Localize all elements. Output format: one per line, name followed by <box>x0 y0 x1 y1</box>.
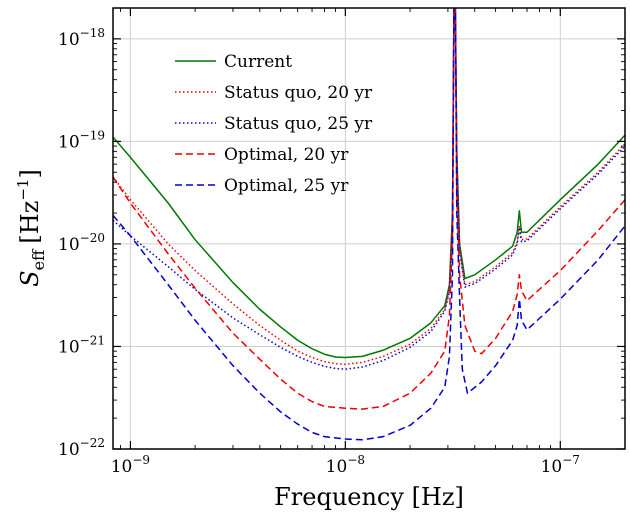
series-group <box>113 8 625 441</box>
series-line-5 <box>113 8 625 441</box>
x-tick-label: 10−7 <box>541 453 580 477</box>
axis-ticks: 10−9 10−8 10−7 10−22 10−21 10−20 10−19 10−18 <box>58 7 626 477</box>
y-axis-label-units: [Hz <box>16 201 44 244</box>
y-axis-label-exp: −1 <box>14 179 32 201</box>
y-axis-label: Seff [Hz−1] <box>14 169 48 287</box>
series-line-4 <box>113 8 625 410</box>
series-line-1 <box>113 8 625 359</box>
legend-label-5: Optimal, 25 yr <box>224 176 349 196</box>
y-axis-label-sub: eff <box>29 248 48 270</box>
series-line-2 <box>113 8 625 366</box>
y-tick-label: 10−18 <box>58 26 105 50</box>
x-tick-label: 10−9 <box>111 453 150 477</box>
y-tick-label: 10−21 <box>58 333 105 357</box>
legend-label-4: Optimal, 20 yr <box>224 145 349 165</box>
svg-text:Seff[Hz−1]: Seff [Hz−1] <box>14 169 48 287</box>
legend-label-2: Status quo, 20 yr <box>224 83 373 103</box>
y-axis-label-main: S <box>16 270 44 286</box>
y-tick-label: 10−22 <box>58 436 105 460</box>
series-line-3 <box>113 8 625 370</box>
y-axis-label-close: ] <box>16 169 44 178</box>
legend: Current Status quo, 20 yr Status quo, 25 y… <box>175 52 373 196</box>
y-tick-label: 10−19 <box>58 128 105 152</box>
legend-label-3: Status quo, 25 yr <box>224 114 373 134</box>
y-tick-label: 10−20 <box>58 231 105 255</box>
x-axis-label: Frequency [Hz] <box>274 483 464 511</box>
plot-frame <box>112 7 626 450</box>
legend-label-1: Current <box>224 52 292 72</box>
x-tick-label: 10−8 <box>326 453 365 477</box>
